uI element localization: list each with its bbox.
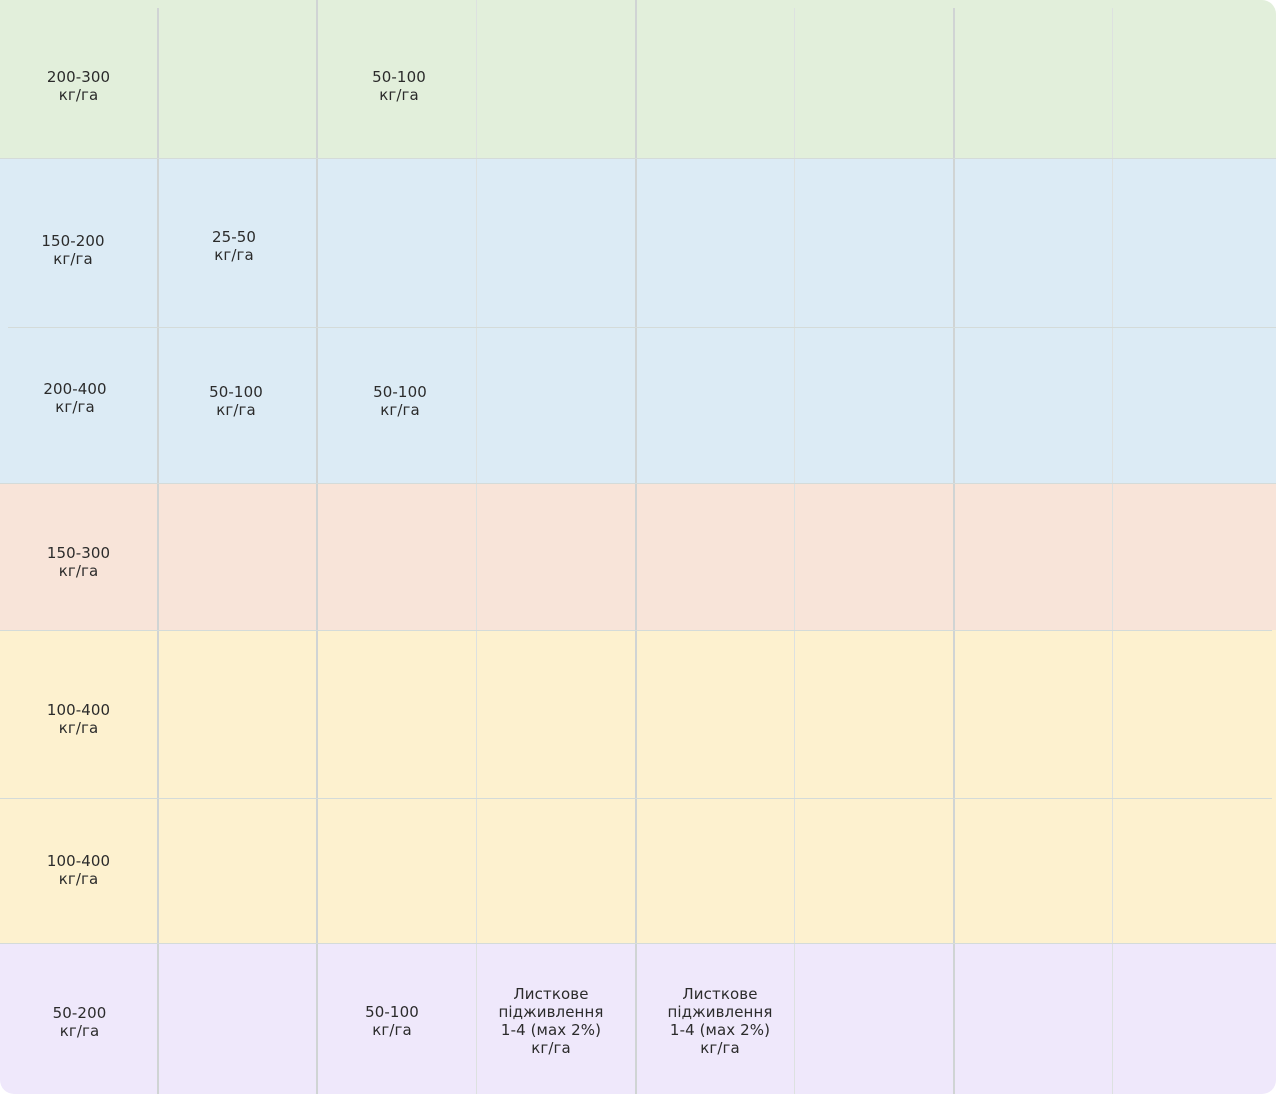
rate-unit: кг/га: [379, 86, 419, 104]
band-peach: [0, 484, 1276, 630]
rate-value: 25-50: [211, 228, 257, 246]
column-divider: [953, 8, 955, 1094]
rate-value: 50-200: [52, 1003, 107, 1022]
rate-value: 100-400: [46, 851, 111, 870]
rate-value: 100-400: [46, 701, 111, 719]
rate-cell: 50-100 кг/га: [318, 943, 466, 1094]
rate-cell: 50-100 кг/га: [318, 327, 482, 475]
rate-unit: кг/га: [53, 249, 93, 268]
foliar-label: Листкове: [682, 984, 758, 1003]
rate-cell: 200-300 кг/га: [0, 0, 157, 172]
rate-unit: кг/га: [58, 869, 99, 888]
column-divider: [1112, 8, 1113, 1094]
rate-unit: кг/га: [380, 401, 420, 419]
rate-cell: 100-400 кг/га: [0, 798, 157, 941]
rate-cell: 150-300 кг/га: [0, 484, 157, 639]
row-divider: [0, 630, 1272, 631]
rate-unit: кг/га: [531, 1038, 571, 1057]
rate-value: 200-400: [43, 379, 107, 398]
rate-unit: кг/га: [59, 1021, 100, 1040]
rate-unit: кг/га: [58, 86, 99, 104]
rate-value: 200-300: [46, 68, 111, 86]
foliar-label-line2: підживлення: [667, 1002, 773, 1021]
column-divider: [157, 8, 159, 1094]
rate-cell: 150-200 кг/га: [0, 158, 146, 341]
rate-cell: 200-400 кг/га: [0, 327, 150, 468]
foliar-feeding-cell: Листкове підживлення 1-4 (мах 2%) кг/га: [477, 943, 625, 1094]
column-divider: [476, 0, 477, 1094]
band-green: [0, 0, 1276, 158]
rate-value: 50-100: [209, 383, 263, 401]
foliar-label-line2: підживлення: [498, 1002, 604, 1021]
foliar-feeding-cell: Листкове підживлення 1-4 (мах 2%) кг/га: [646, 943, 794, 1094]
band-blue: [0, 158, 1276, 484]
rate-cell: 25-50 кг/га: [159, 158, 309, 334]
rate-cell: 50-100 кг/га: [318, 0, 480, 172]
rate-unit: кг/га: [58, 561, 99, 580]
rate-unit: кг/га: [55, 397, 95, 416]
row-divider: [0, 483, 1276, 484]
column-divider: [794, 8, 795, 1094]
rate-value: 150-300: [46, 543, 111, 562]
column-divider: [316, 0, 318, 1094]
column-divider: [635, 0, 637, 1094]
band-yellow: [0, 630, 1276, 943]
rate-value: 50-100: [373, 383, 427, 401]
rate-unit: кг/га: [216, 401, 256, 419]
band-lavender: [0, 943, 1276, 1094]
rate-cell: 50-200 кг/га: [0, 943, 159, 1094]
foliar-rate: 1-4 (мах 2%): [669, 1020, 771, 1039]
row-divider: [0, 798, 1272, 799]
rate-value: 50-100: [365, 1002, 419, 1021]
foliar-label: Листкове: [513, 984, 589, 1003]
row-divider: [8, 327, 1276, 328]
rate-cell: 100-400 кг/га: [0, 630, 157, 808]
rate-value: 50-100: [372, 68, 426, 86]
rate-unit: кг/га: [372, 1020, 412, 1039]
rate-unit: кг/га: [58, 719, 99, 737]
rate-unit: кг/га: [700, 1038, 740, 1057]
rate-unit: кг/га: [214, 246, 254, 264]
foliar-rate: 1-4 (мах 2%): [500, 1020, 602, 1039]
rate-cell: 50-100 кг/га: [159, 327, 313, 475]
rate-value: 150-200: [41, 231, 105, 250]
row-divider: [0, 158, 1276, 159]
row-divider: [0, 943, 1276, 944]
